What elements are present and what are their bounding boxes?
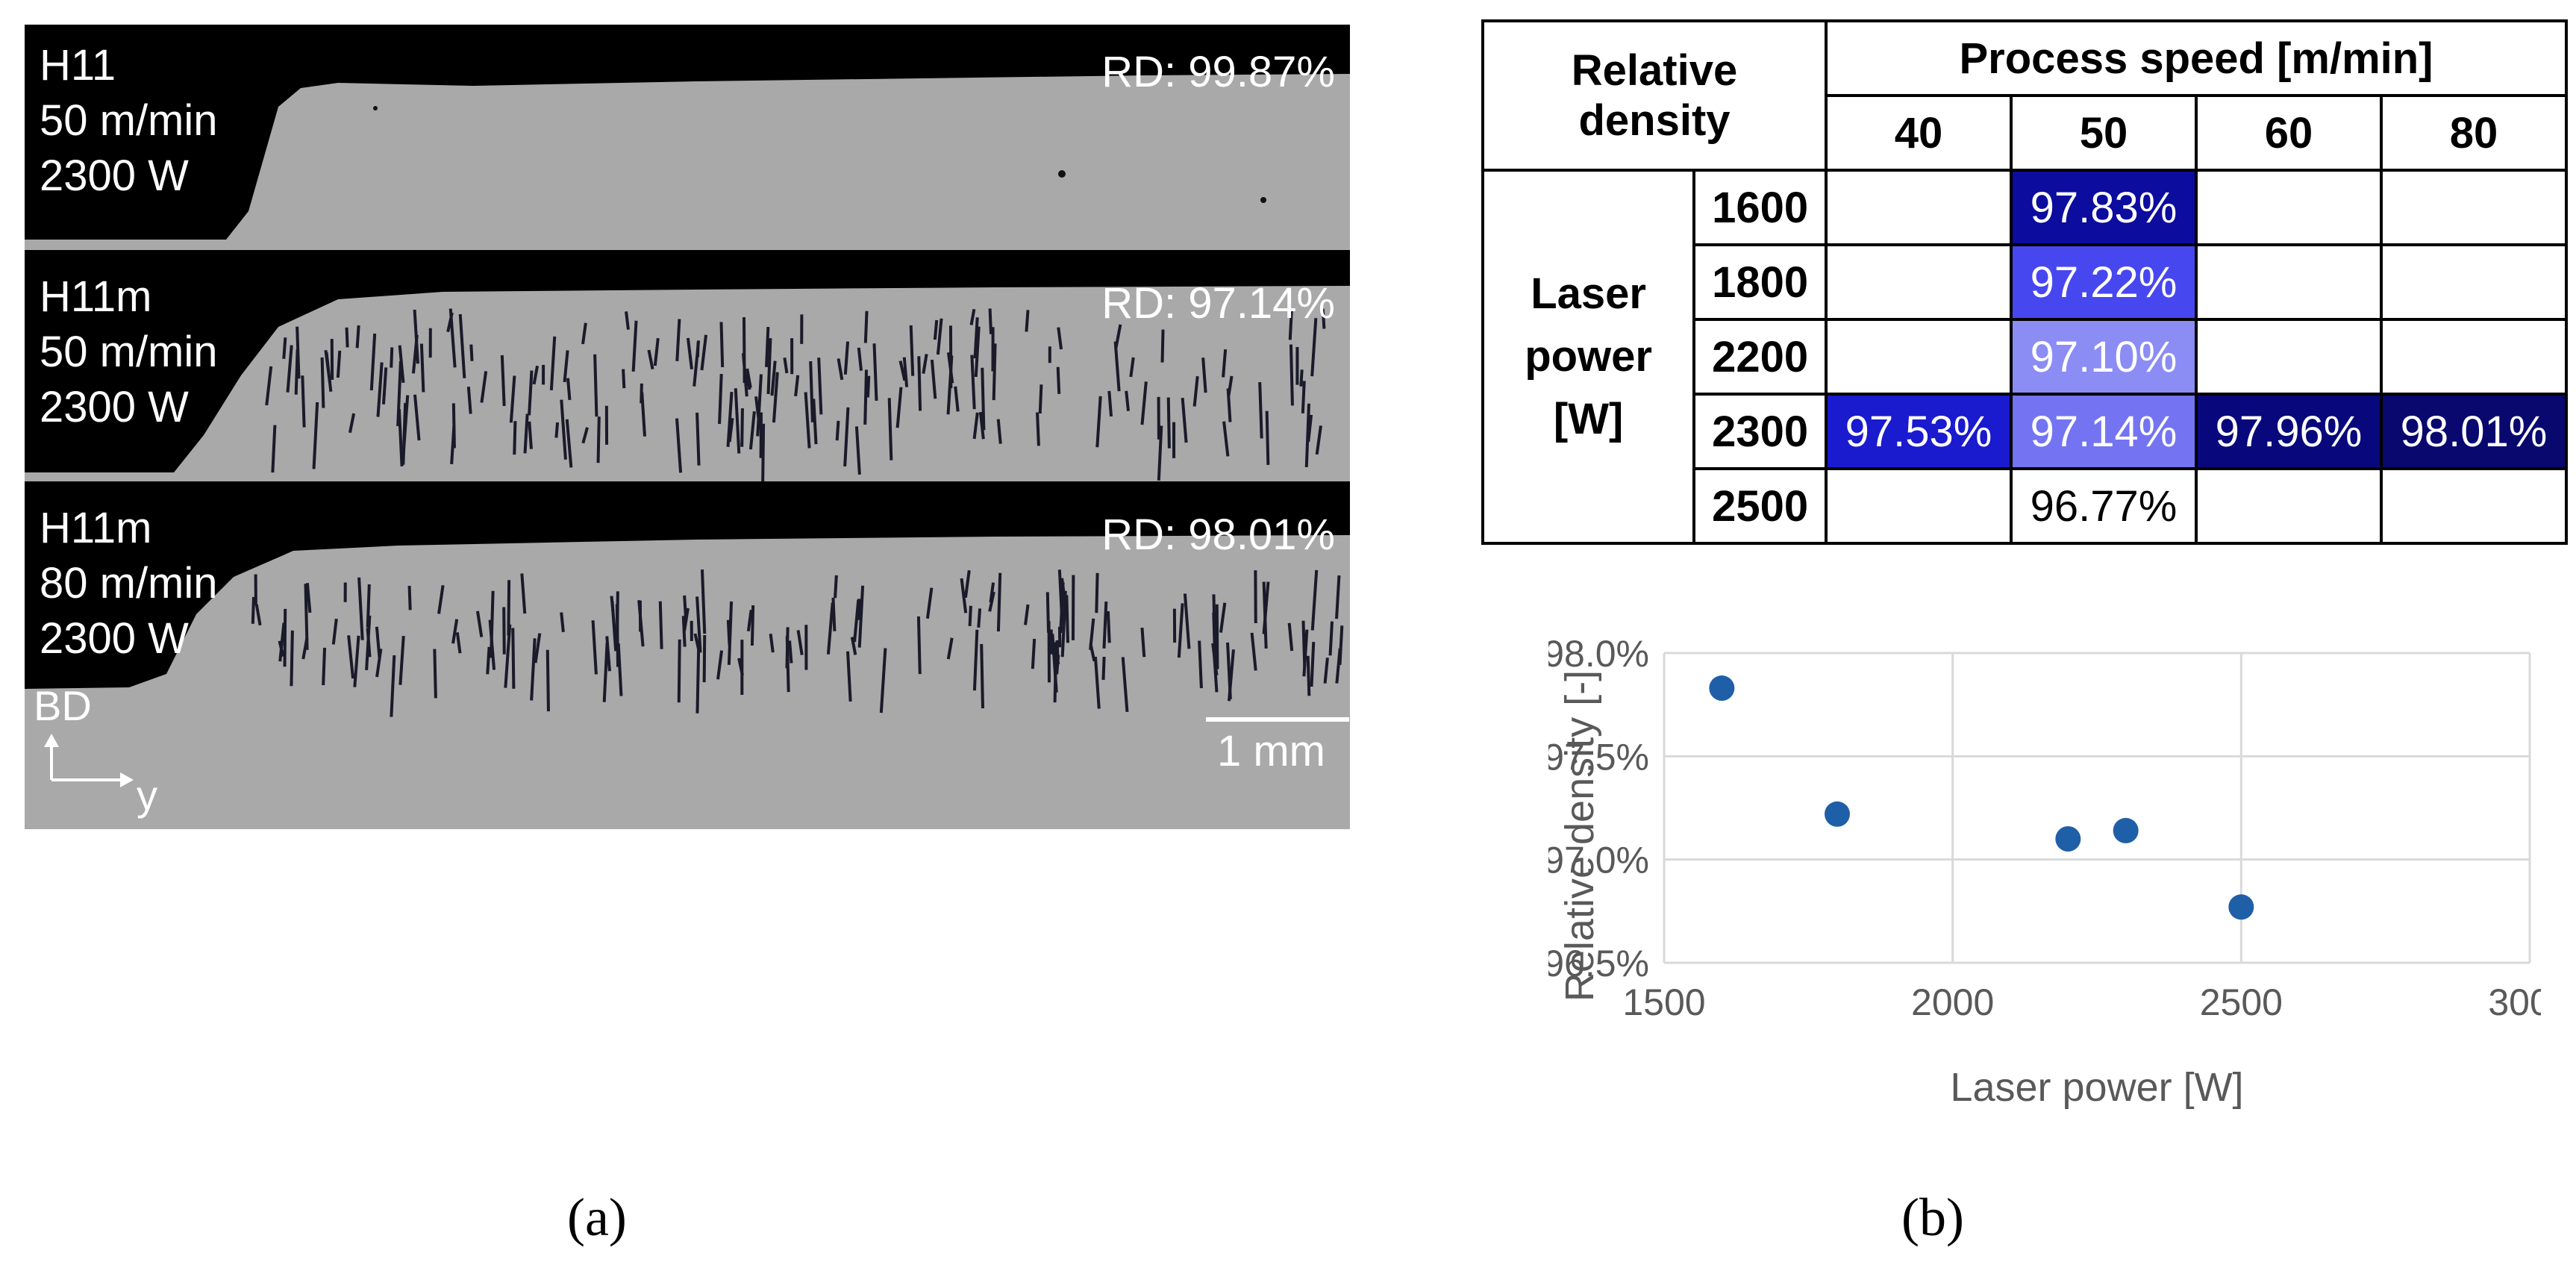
caption-b: (b) — [1901, 1187, 1964, 1247]
data-point — [2113, 817, 2139, 843]
scale-bar — [1206, 717, 1349, 722]
sample-1-speed: 50 m/min — [40, 96, 218, 145]
density-scatter-chart: 1500 2000 2500 3000 96.5% 97.0% 97.5% 98.0% Las… — [1548, 633, 2541, 1110]
power-label: 2300 — [1692, 393, 1828, 470]
row-group-line-3: [W] — [1553, 395, 1624, 443]
data-point — [1709, 675, 1735, 702]
y-axis-label: Relative density [-] — [1557, 670, 1602, 1002]
sample-2-rd: RD: 97.14% — [1101, 279, 1335, 328]
speed-header: 60 — [2195, 94, 2383, 172]
density-cell — [2380, 169, 2568, 246]
relative-density-table: Relative density Process speed [m/min] 4… — [1481, 19, 2568, 545]
density-cell: 96.77% — [2010, 467, 2198, 545]
corner-line-1: Relative — [1571, 46, 1738, 95]
y-tick-label: 97.0% — [1548, 840, 1649, 881]
density-cell — [1825, 169, 2013, 246]
y-tick-label: 98.0% — [1548, 633, 1649, 675]
sample-2-speed: 50 m/min — [40, 328, 218, 376]
y-tick-label: 96.5% — [1548, 943, 1649, 984]
density-cell: 97.83% — [2010, 169, 2198, 246]
density-cell — [2195, 318, 2383, 396]
table-corner-header: Relative density — [1481, 19, 1828, 172]
x-tick-label: 1500 — [1622, 981, 1705, 1023]
y-axis-label: y — [137, 772, 157, 819]
density-cell: 97.22% — [2010, 243, 2198, 321]
power-label: 1600 — [1692, 169, 1828, 246]
data-point — [2055, 826, 2081, 852]
density-cell — [2380, 467, 2568, 545]
x-tick-label: 3000 — [2488, 981, 2541, 1023]
density-cell — [2195, 243, 2383, 321]
density-cell — [1825, 318, 2013, 396]
density-cell — [2380, 318, 2568, 396]
row-group-line-1: Laser — [1531, 269, 1646, 318]
row-group-line-2: power — [1525, 332, 1653, 381]
micrograph-h11m-50: H11m 50 m/min 2300 W RD: 97.14% — [25, 256, 1350, 481]
sample-3-speed: 80 m/min — [40, 559, 218, 608]
density-cell: 97.96% — [2195, 393, 2383, 470]
x-tick-label: 2500 — [2200, 981, 2283, 1023]
density-cell — [2195, 169, 2383, 246]
sample-1-power: 2300 W — [40, 152, 189, 200]
power-label: 2500 — [1692, 467, 1828, 545]
micrograph-panel-a: H11 50 m/min 2300 W RD: 99.87% H11m 50 m… — [25, 25, 1350, 829]
sample-2-power: 2300 W — [40, 383, 189, 431]
x-tick-label: 2000 — [1911, 981, 1994, 1023]
sample-2-alloy: H11m — [40, 272, 152, 321]
density-cell — [2380, 243, 2568, 321]
sample-2-label: H11m 50 m/min 2300 W — [40, 269, 218, 435]
corner-line-2: density — [1578, 96, 1731, 145]
density-cell — [1825, 467, 2013, 545]
density-cell: 98.01% — [2380, 393, 2568, 470]
x-axis-label: Laser power [W] — [1950, 1065, 2243, 1110]
micrograph-h11m-80: H11m 80 m/min 2300 W RD: 98.01% — [25, 487, 1350, 829]
power-label: 1800 — [1692, 243, 1828, 321]
density-cell: 97.10% — [2010, 318, 2198, 396]
scale-bar-label: 1 mm — [1217, 727, 1325, 775]
build-direction-label: BD — [34, 682, 92, 729]
data-point — [1825, 801, 1850, 827]
sample-3-rd: RD: 98.01% — [1101, 510, 1335, 559]
caption-a: (a) — [567, 1187, 627, 1247]
data-point — [2228, 894, 2254, 920]
power-label: 2200 — [1692, 318, 1828, 396]
sample-1-alloy: H11 — [40, 41, 116, 90]
speed-header: 80 — [2380, 94, 2568, 172]
laser-power-header: Laser power [W] — [1481, 169, 1696, 545]
density-cell — [2195, 467, 2383, 545]
y-tick-label: 97.5% — [1548, 736, 1649, 778]
speed-header: 40 — [1825, 94, 2013, 172]
axes-arrow-icon — [44, 734, 134, 787]
micrograph-h11-50: H11 50 m/min 2300 W RD: 99.87% — [25, 25, 1350, 250]
sample-3-alloy: H11m — [40, 504, 152, 552]
density-cell: 97.53% — [1825, 393, 2013, 470]
density-cell — [1825, 243, 2013, 321]
chart-grid — [1663, 652, 2531, 964]
sample-3-power: 2300 W — [40, 614, 189, 663]
sample-1-label: H11 50 m/min 2300 W — [40, 38, 218, 204]
sample-3-label: H11m 80 m/min 2300 W — [40, 501, 218, 666]
density-cell: 97.14% — [2010, 393, 2198, 470]
sample-1-rd: RD: 99.87% — [1101, 48, 1335, 96]
process-speed-header: Process speed [m/min] — [1825, 19, 2568, 97]
speed-header: 50 — [2010, 94, 2198, 172]
